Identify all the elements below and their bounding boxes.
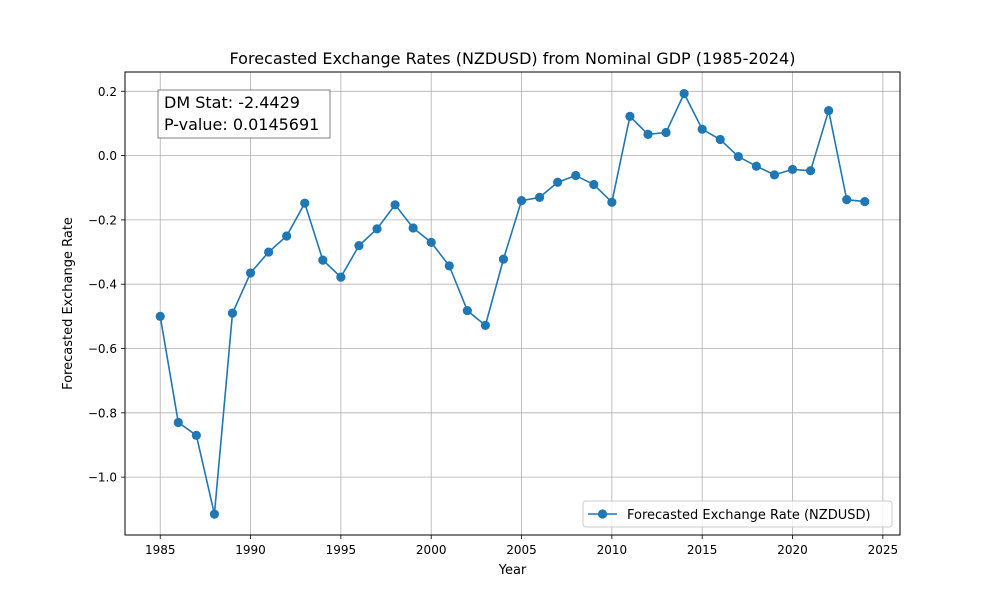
dm-stat-text: DM Stat: -2.4429 xyxy=(164,93,300,112)
data-point xyxy=(408,223,418,233)
grid xyxy=(125,72,900,535)
data-point xyxy=(805,166,816,176)
stats-annotation: DM Stat: -2.4429 P-value: 0.0145691 xyxy=(157,89,331,139)
x-tick-label: 1995 xyxy=(326,543,357,557)
data-point xyxy=(318,255,328,265)
data-point xyxy=(354,241,364,251)
data-point xyxy=(300,198,310,208)
legend-box xyxy=(582,500,893,528)
chart-title: Forecasted Exchange Rates (NZDUSD) from … xyxy=(230,49,796,68)
series-line xyxy=(159,92,865,515)
series-layer xyxy=(155,88,870,519)
y-tick-label: −0.4 xyxy=(88,278,117,292)
data-point xyxy=(769,170,780,180)
data-point xyxy=(679,88,689,99)
x-tick-label: 2015 xyxy=(687,543,718,557)
x-tick-label: 2020 xyxy=(777,543,808,557)
data-point xyxy=(787,164,798,175)
x-tick-label: 1985 xyxy=(145,543,176,557)
data-point xyxy=(191,430,201,440)
data-point xyxy=(715,134,725,145)
data-point xyxy=(282,231,292,241)
legend: Forecasted Exchange Rate (NZDUSD) xyxy=(582,500,893,528)
data-point xyxy=(264,247,274,257)
data-point xyxy=(535,192,545,202)
p-value-text: P-value: 0.0145691 xyxy=(164,115,319,134)
data-point xyxy=(336,272,346,282)
y-tick-label: −0.8 xyxy=(88,406,117,420)
data-point xyxy=(480,320,490,330)
y-axis-label: Forecasted Exchange Rate xyxy=(61,217,76,390)
legend-marker-swatch xyxy=(597,509,608,519)
y-tick-label: 0.0 xyxy=(98,149,117,163)
x-tick-label: 2000 xyxy=(416,543,447,557)
data-point xyxy=(444,261,454,271)
data-point xyxy=(498,254,509,264)
data-point xyxy=(209,509,220,519)
y-tick-label: 0.2 xyxy=(98,85,117,99)
data-point xyxy=(372,224,382,234)
data-point xyxy=(173,417,183,428)
y-axis-ticks: −1.0 −0.8 −0.6 −0.4 −0.2 0.0 0.2 xyxy=(88,85,125,485)
data-point xyxy=(390,200,400,210)
data-point xyxy=(462,305,472,316)
y-tick-label: −1.0 xyxy=(88,471,117,485)
data-point xyxy=(842,195,852,205)
data-point xyxy=(661,127,671,138)
data-point xyxy=(553,177,563,187)
x-tick-label: 2010 xyxy=(597,543,628,557)
data-point xyxy=(571,170,581,181)
data-point xyxy=(607,197,617,207)
data-point xyxy=(733,151,743,162)
y-tick-label: −0.2 xyxy=(88,213,117,227)
legend-label: Forecasted Exchange Rate (NZDUSD) xyxy=(627,508,871,523)
data-point xyxy=(697,124,707,134)
data-point xyxy=(245,268,256,278)
data-point xyxy=(227,308,238,318)
data-point xyxy=(155,311,165,321)
y-tick-label: −0.6 xyxy=(88,342,117,356)
data-point xyxy=(824,105,834,116)
stats-annotation-box xyxy=(157,89,331,139)
x-tick-label: 1990 xyxy=(235,543,266,557)
x-axis-ticks: 1985 1990 1995 2000 2005 2010 2015 2020 2025 xyxy=(145,535,898,557)
data-point xyxy=(860,196,870,207)
data-point xyxy=(426,237,436,248)
data-point xyxy=(589,179,599,190)
plot-frame xyxy=(124,71,901,536)
x-axis-label: Year xyxy=(498,563,527,578)
data-point xyxy=(643,129,653,139)
data-point xyxy=(625,111,635,121)
x-tick-label: 2025 xyxy=(868,543,899,557)
x-tick-label: 2005 xyxy=(506,543,537,557)
data-point xyxy=(751,161,761,171)
data-point xyxy=(516,196,527,206)
